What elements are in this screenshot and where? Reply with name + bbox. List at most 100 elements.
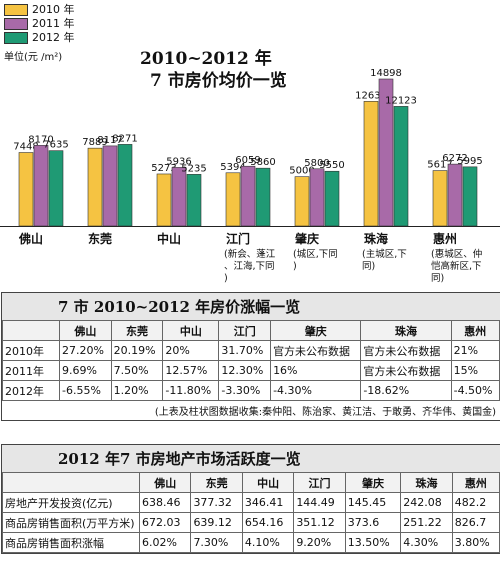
category-note: 同) [362,261,375,272]
table-cell: 27.20% [59,340,112,361]
table-row: 2010年 27.20% 20.19% 20% 31.70% 官方未公布数据 官… [2,340,500,361]
table-row: 房地产开发投资(亿元) 638.46 377.32 346.41 144.49 … [2,492,500,513]
growth-table-title: 7 市 2010~2012 年房价涨幅一览 [2,293,500,320]
legend-label: 2011 年 [32,17,75,30]
table-cell: 31.70% [218,340,272,361]
activity-table-header: 佛山 东莞 中山 江门 肇庆 珠海 惠州 [2,472,500,493]
bar [378,78,394,227]
table-cell: 672.03 [138,512,192,533]
bar [33,145,49,227]
bar [171,167,187,227]
data-label: 8170 [28,134,53,145]
table-cell: 12.57% [162,360,220,381]
data-label: 12632 [355,90,387,101]
header-cell: 珠海 [360,320,452,341]
header-cell: 惠州 [450,320,500,341]
header-cell: 江门 [293,472,346,493]
legend-swatch-2010 [4,4,28,16]
bar [117,144,133,227]
data-label: 12123 [385,95,417,106]
bar [447,163,463,227]
bar [432,170,448,227]
bar-chart: 7448 8170 7635 佛山 7889 8117 8271 东莞 5273 5936 5235… [0,68,500,284]
bar [324,170,340,227]
row-label: 2011年 [2,360,60,381]
data-label: 5235 [181,163,206,174]
table-cell: 4.10% [241,532,295,553]
category-label: 东莞 [88,231,112,246]
legend-item: 2010 年 [4,3,75,17]
category-label: 珠海 [364,231,388,246]
bar [309,168,325,227]
table-cell: 826.7 [451,512,500,533]
table-cell: 16% [270,360,362,381]
category-label: 江门 [226,231,250,246]
table-cell: 9.20% [293,532,346,553]
table-cell: 20% [162,340,220,361]
table-cell: -6.55% [59,380,112,401]
data-label: 6059 [235,155,260,166]
data-label: 5273 [151,163,176,174]
table-cell: 7.30% [190,532,243,553]
legend-label: 2012 年 [32,31,75,44]
table-cell: 242.08 [400,492,453,513]
table-cell: 346.41 [241,492,295,513]
data-label: 5936 [166,156,191,167]
growth-table-header: 佛山 东莞 中山 江门 肇庆 珠海 惠州 [2,320,500,341]
corner-cell [2,472,140,493]
activity-table-block: 2012 年7 市房地产市场活跃度一览 佛山 东莞 中山 江门 肇庆 珠海 惠州… [1,444,500,554]
table-cell: 4.30% [400,532,453,553]
bar [156,173,172,227]
data-label: 7448 [13,142,38,153]
data-label: 6272 [442,153,467,164]
category-note: 恺高新区,下 [431,260,482,272]
table-cell: 3.80% [451,532,500,553]
header-cell: 惠州 [451,472,500,493]
data-label: 5617 [427,160,452,171]
data-label: 14898 [370,68,402,79]
data-label: 5394 [220,162,245,173]
header-cell: 肇庆 [270,320,362,341]
data-label: 7635 [43,140,68,151]
header-cell: 中山 [162,320,220,341]
table-cell: 144.49 [293,492,346,513]
table-cell: 145.45 [344,492,402,513]
bar [18,152,34,227]
row-label: 2010年 [2,340,60,361]
category-note: (惠城区、仲 [431,248,482,260]
legend-swatch-2012 [4,32,28,44]
table-cell: 官方未公布数据 [360,340,452,361]
category-note: ) [293,261,297,272]
table-cell: 官方未公布数据 [270,340,362,361]
legend-label: 2010 年 [32,3,75,16]
table-cell: 20.19% [110,340,164,361]
row-label: 商品房销售面积(万平方米) [2,512,140,533]
data-label: 5860 [250,157,275,168]
bar [393,106,409,227]
table-cell: 373.6 [344,512,402,533]
category-note: (新会、蓬江 [224,248,276,260]
source-note: (上表及柱状图数据收集:秦仲阳、陈治家、黄江洁、于敢勇、齐华伟、黄国金) [154,407,496,418]
category-label: 佛山 [18,231,43,246]
bar [225,172,241,227]
header-cell: 佛山 [138,472,192,493]
bar [186,174,202,227]
data-label: 5995 [457,156,482,167]
legend-swatch-2011 [4,18,28,30]
table-cell: 12.30% [218,360,272,381]
data-label: 5800 [304,158,329,169]
legend-item: 2012 年 [4,31,75,45]
table-row: 2011年 9.69% 7.50% 12.57% 12.30% 16% 官方未公… [2,360,500,381]
activity-table: 佛山 东莞 中山 江门 肇庆 珠海 惠州 房地产开发投资(亿元) 638.46 … [2,472,500,553]
chart-legend: 2010 年 2011 年 2012 年 [4,3,75,45]
bar [294,176,310,227]
category-note: (主城区,下 [362,248,407,260]
header-cell: 佛山 [59,320,112,341]
table-cell: 638.46 [138,492,192,513]
bar [255,167,271,227]
table-cell: -4.50% [450,380,500,401]
table-cell: 9.69% [59,360,112,381]
activity-table-title: 2012 年7 市房地产市场活跃度一览 [2,445,500,472]
header-cell: 东莞 [190,472,243,493]
bar [462,166,478,227]
